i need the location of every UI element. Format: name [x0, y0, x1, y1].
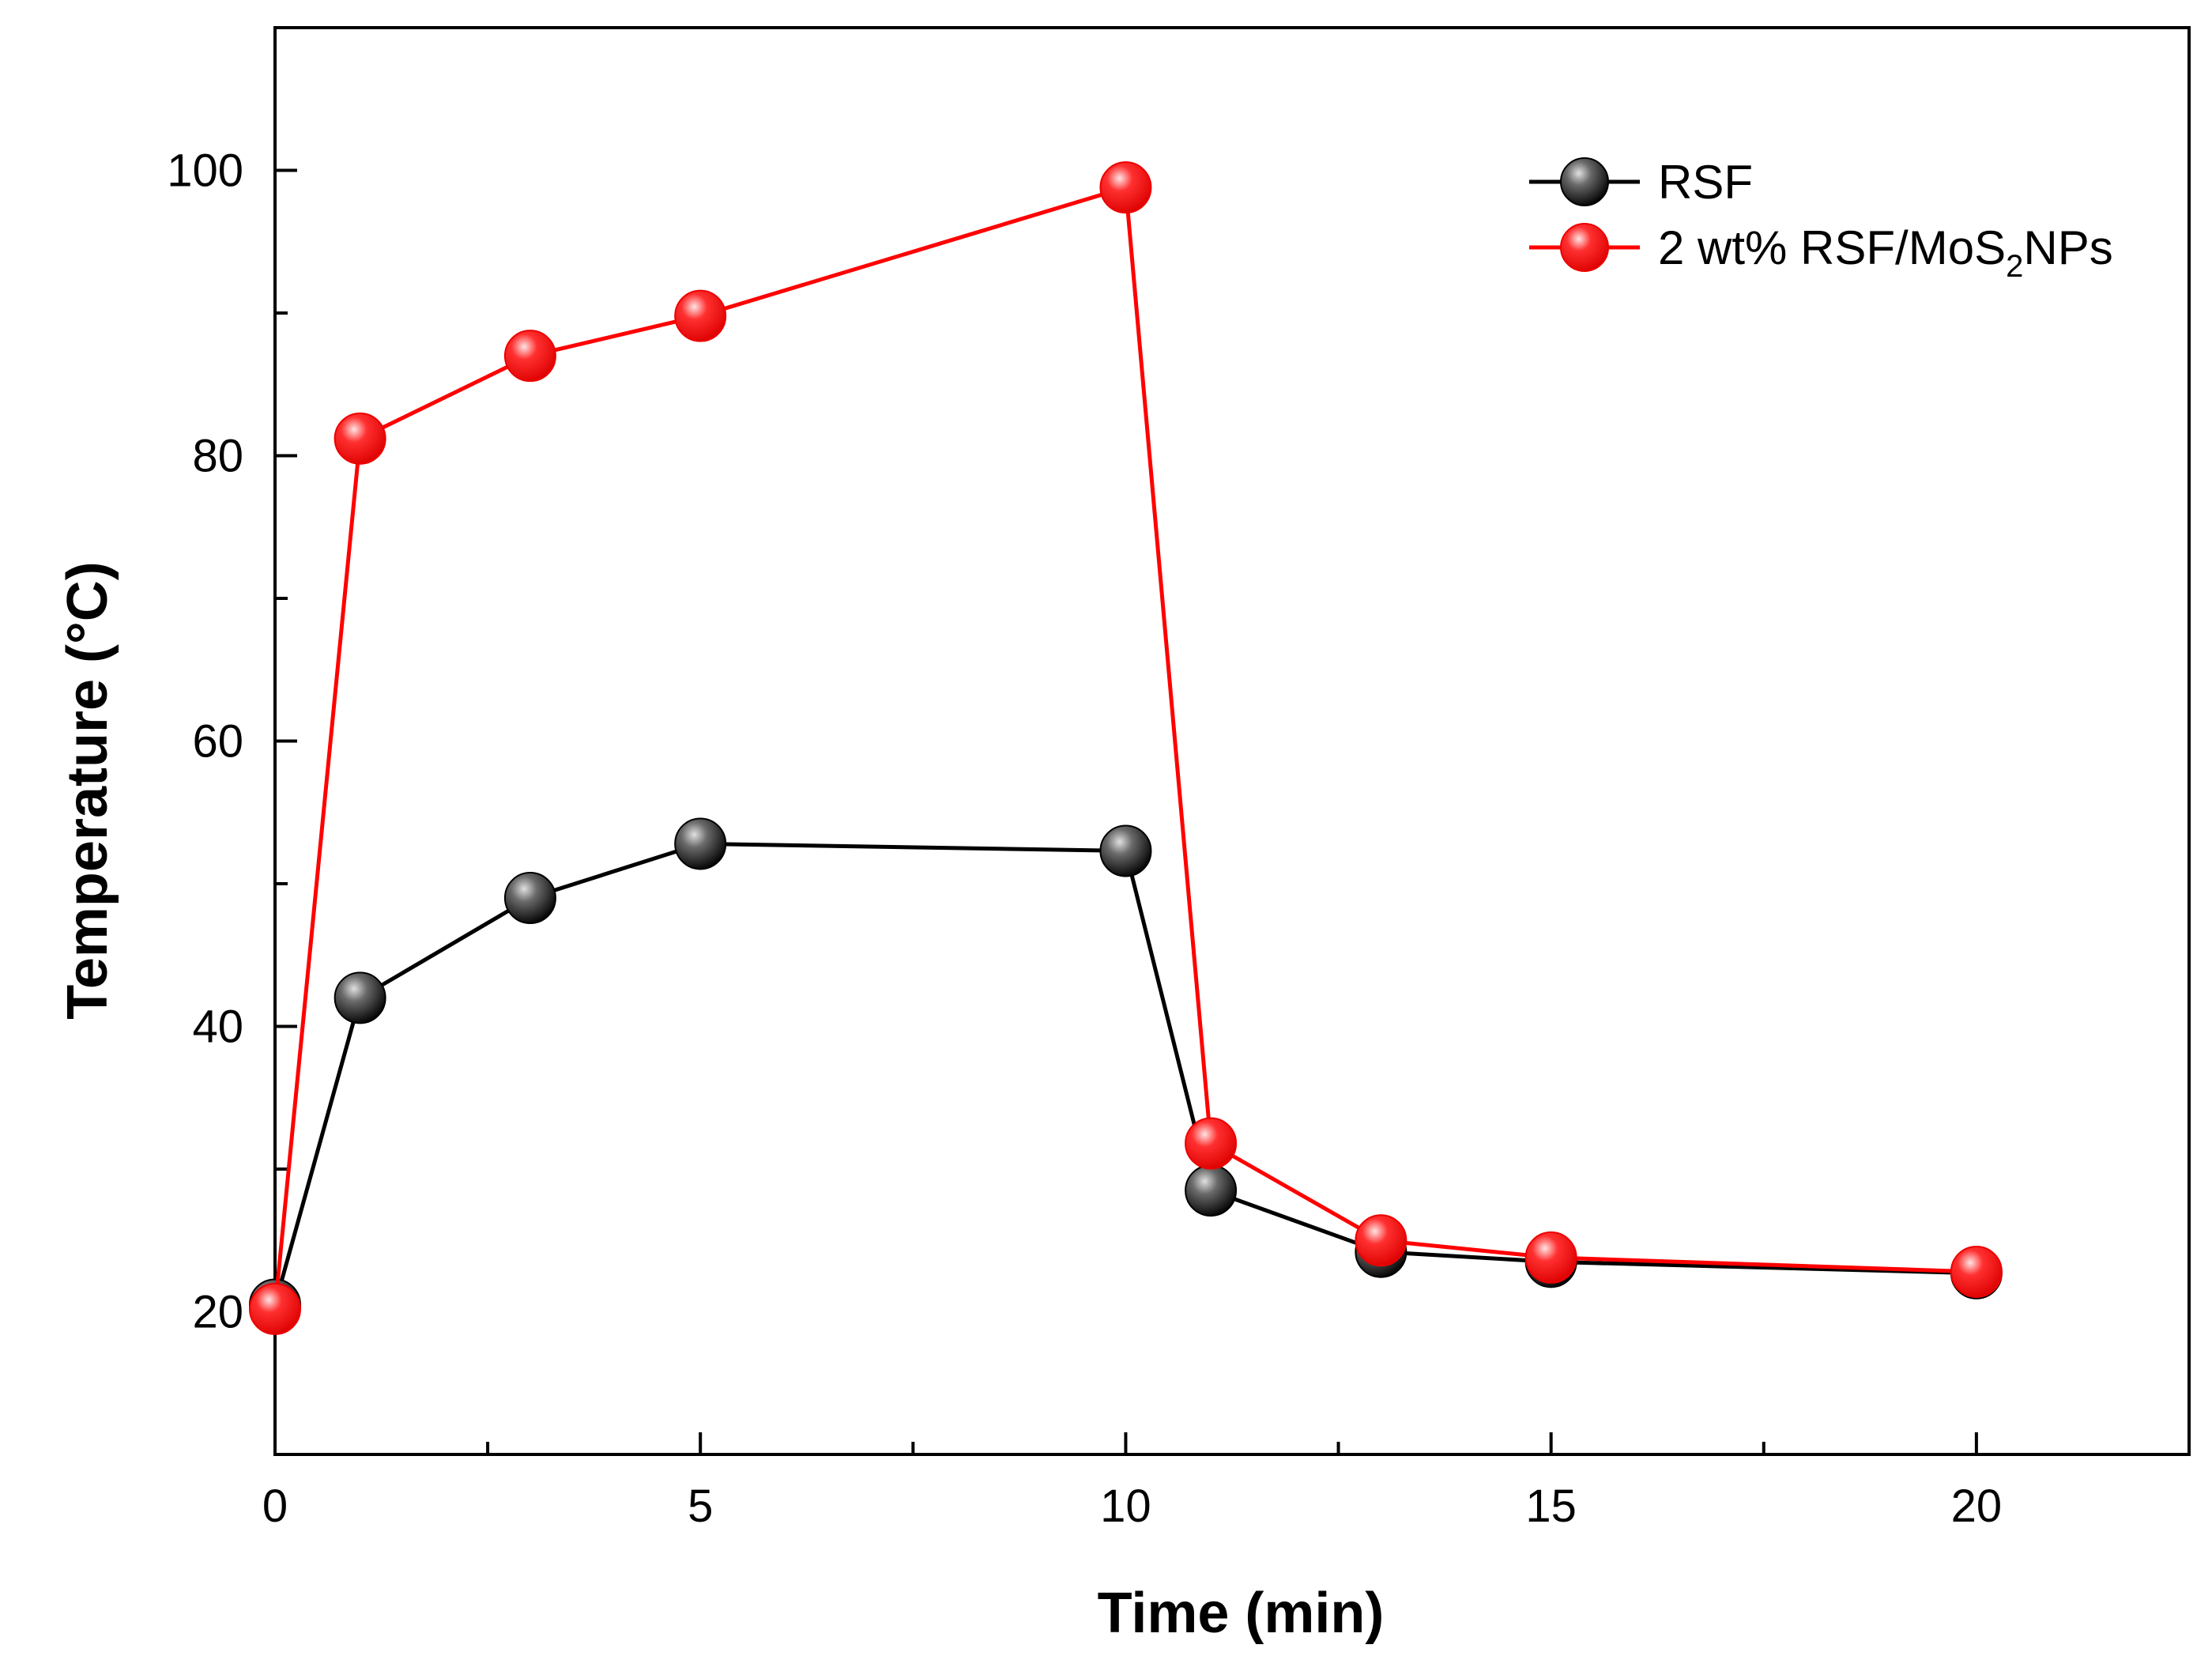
y-tick-label: 80: [192, 431, 243, 482]
x-tick-label: 5: [688, 1481, 713, 1532]
x-tick-label: 10: [1100, 1481, 1151, 1532]
y-tick-label: 40: [192, 1002, 243, 1053]
x-tick-label: 20: [1951, 1481, 2003, 1532]
series-layer: [249, 161, 2003, 1335]
data-point: [503, 330, 556, 383]
legend-label-rsf: RSF: [1658, 156, 1753, 209]
legend-label-mos2: 2 wt% RSF/MoS2NPs: [1658, 221, 2113, 284]
legend-label-mos2-subscript: 2: [2006, 249, 2023, 284]
data-point: [333, 971, 386, 1024]
data-point: [1524, 1231, 1577, 1284]
y-axis-title: Temperature (°C): [56, 561, 119, 1020]
y-tick-label: 20: [192, 1287, 243, 1338]
legend-entry-mos2: 2 wt% RSF/MoS2NPs: [1529, 221, 2113, 284]
data-point: [249, 1282, 301, 1335]
x-tick-label: 0: [262, 1481, 288, 1532]
x-tick-label: 15: [1525, 1481, 1577, 1532]
data-point: [1099, 161, 1152, 214]
y-tick-label: 100: [167, 145, 243, 197]
legend-label-mos2-tail: NPs: [2023, 221, 2112, 274]
legend-marker-rsf: [1560, 157, 1609, 206]
y-tick-label: 60: [192, 716, 243, 768]
data-point: [1185, 1164, 1238, 1217]
data-point: [674, 817, 727, 870]
legend-entry-rsf: RSF: [1529, 156, 1753, 209]
data-point: [333, 412, 386, 465]
data-point: [1950, 1245, 2003, 1298]
series-1: [249, 161, 2003, 1335]
data-point: [1355, 1214, 1407, 1267]
x-axis-title: Time (min): [1098, 1582, 1385, 1645]
tick-labels: 0 5 10 15 20 20 40 60 80 100: [167, 145, 2002, 1533]
data-point: [503, 872, 556, 925]
data-point: [1099, 824, 1152, 877]
data-point: [674, 289, 727, 342]
data-point: [1185, 1117, 1238, 1170]
series-0: [249, 817, 2003, 1331]
legend: RSF 2 wt% RSF/MoS2NPs: [1529, 156, 2113, 284]
legend-label-mos2-main: 2 wt% RSF/MoS: [1658, 221, 2006, 274]
legend-marker-mos2: [1560, 223, 1609, 272]
